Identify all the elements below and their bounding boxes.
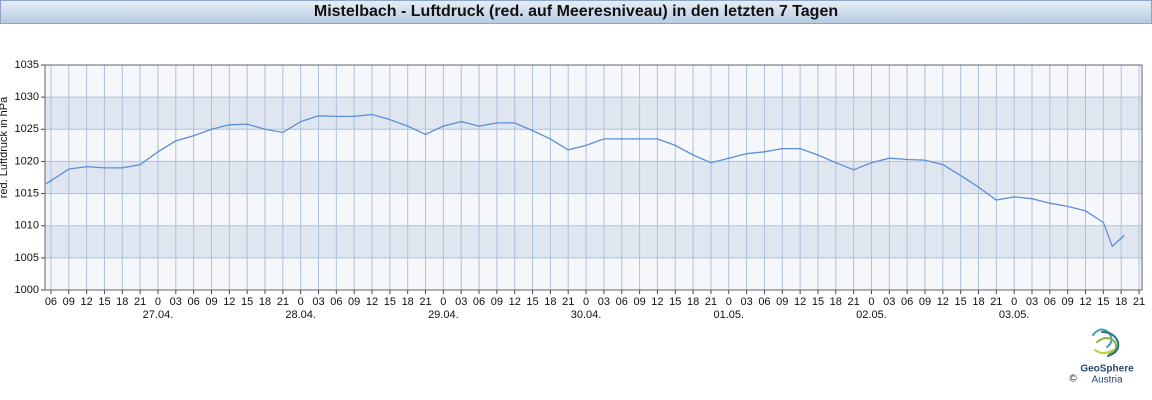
x-tick-label: 15 <box>384 296 396 308</box>
date-label: 02.05. <box>856 309 887 321</box>
date-label: 28.04. <box>285 309 316 321</box>
x-tick-label: 06 <box>188 296 200 308</box>
x-tick-label: 15 <box>241 296 253 308</box>
x-tick-label: 12 <box>651 296 663 308</box>
x-tick-label: 18 <box>259 296 271 308</box>
x-tick-label: 0 <box>583 296 589 308</box>
copyright: © <box>1069 374 1077 385</box>
x-tick-label: 06 <box>616 296 628 308</box>
x-tick-label: 03 <box>740 296 752 308</box>
x-tick-label: 06 <box>901 296 913 308</box>
x-tick-label: 18 <box>972 296 984 308</box>
x-tick-label: 21 <box>990 296 1002 308</box>
x-tick-label: 06 <box>45 296 57 308</box>
x-tick-label: 21 <box>277 296 289 308</box>
x-tick-label: 21 <box>848 296 860 308</box>
date-label: 03.05. <box>999 309 1030 321</box>
x-tick-label: 18 <box>687 296 699 308</box>
date-label: 30.04. <box>571 309 602 321</box>
x-tick-label: 06 <box>330 296 342 308</box>
x-tick-label: 15 <box>955 296 967 308</box>
x-tick-label: 18 <box>1115 296 1127 308</box>
x-tick-label: 0 <box>1011 296 1017 308</box>
x-tick-label: 12 <box>80 296 92 308</box>
x-tick-label: 21 <box>134 296 146 308</box>
x-tick-label: 18 <box>116 296 128 308</box>
chart-title: Mistelbach - Luftdruck (red. auf Meeresn… <box>0 0 1152 24</box>
logo-name: GeoSphere <box>1080 364 1134 375</box>
y-tick-label: 1015 <box>15 187 39 199</box>
x-tick-label: 0 <box>868 296 874 308</box>
x-tick-label: 03 <box>170 296 182 308</box>
x-tick-label: 18 <box>830 296 842 308</box>
x-tick-label: 21 <box>419 296 431 308</box>
band <box>45 97 1142 130</box>
x-tick-label: 0 <box>298 296 304 308</box>
x-tick-label: 12 <box>223 296 235 308</box>
x-tick-label: 12 <box>794 296 806 308</box>
y-tick-label: 1030 <box>15 91 39 103</box>
date-label: 01.05. <box>713 309 744 321</box>
x-tick-label: 03 <box>598 296 610 308</box>
x-tick-label: 0 <box>155 296 161 308</box>
logo-icon <box>1092 328 1120 357</box>
x-tick-label: 09 <box>1062 296 1074 308</box>
x-tick-label: 06 <box>1044 296 1056 308</box>
x-tick-label: 12 <box>366 296 378 308</box>
x-tick-label: 15 <box>812 296 824 308</box>
x-tick-label: 03 <box>312 296 324 308</box>
y-tick-label: 1025 <box>15 123 39 135</box>
x-tick-label: 09 <box>491 296 503 308</box>
x-tick-label: 09 <box>205 296 217 308</box>
x-tick-label: 12 <box>937 296 949 308</box>
x-tick-label: 0 <box>440 296 446 308</box>
logo-sub: Austria <box>1091 375 1123 386</box>
x-tick-label: 15 <box>526 296 538 308</box>
x-tick-label: 03 <box>883 296 895 308</box>
x-tick-label: 15 <box>1097 296 1109 308</box>
date-label: 29.04. <box>428 309 459 321</box>
x-tick-label: 06 <box>473 296 485 308</box>
data-line <box>45 113 1125 248</box>
x-tick-label: 12 <box>1079 296 1091 308</box>
x-tick-label: 15 <box>98 296 110 308</box>
x-tick-label: 09 <box>919 296 931 308</box>
x-tick-label: 09 <box>348 296 360 308</box>
x-tick-label: 15 <box>669 296 681 308</box>
date-label: 27.04. <box>143 309 174 321</box>
x-tick-label: 21 <box>562 296 574 308</box>
plot-border <box>44 64 1143 291</box>
y-tick-label: 1005 <box>15 252 39 264</box>
x-tick-label: 0 <box>726 296 732 308</box>
y-tick-label: 1035 <box>15 59 39 71</box>
y-tick-label: 1010 <box>15 220 39 232</box>
band <box>45 225 1142 258</box>
x-tick-label: 18 <box>402 296 414 308</box>
x-tick-label: 09 <box>63 296 75 308</box>
y-axis-label: red. Luftdruck in hPa <box>0 96 10 198</box>
band <box>45 161 1142 194</box>
x-tick-label: 18 <box>544 296 556 308</box>
x-tick-label: 21 <box>1133 296 1145 308</box>
x-tick-label: 21 <box>705 296 717 308</box>
x-tick-label: 09 <box>776 296 788 308</box>
x-tick-label: 06 <box>758 296 770 308</box>
x-tick-label: 12 <box>509 296 521 308</box>
y-tick-label: 1000 <box>15 284 39 296</box>
x-tick-label: 03 <box>455 296 467 308</box>
y-tick-label: 1020 <box>15 155 39 167</box>
x-tick-label: 03 <box>1026 296 1038 308</box>
x-tick-label: 09 <box>633 296 645 308</box>
